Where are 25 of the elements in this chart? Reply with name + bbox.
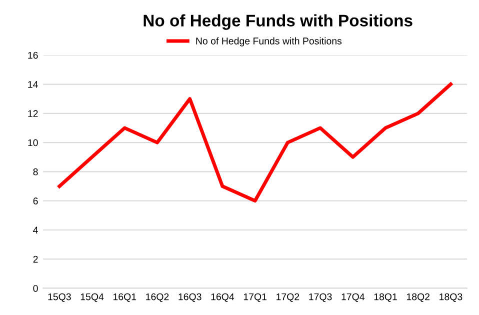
x-tick-label: 16Q3 [178,293,202,302]
x-tick-label: 17Q4 [342,293,364,302]
y-tick-label: 16 [28,52,38,59]
y-tick-label: 6 [33,198,38,204]
x-tick-label: 18Q2 [406,293,430,302]
x-tick-label: 15Q3 [48,293,71,302]
y-tick-label: 4 [33,226,38,234]
line-series [58,82,452,203]
x-tick-label: 18Q3 [440,293,462,302]
chart-title: No of Hedge Funds with Positions [144,14,412,30]
x-tick-label: 17Q3 [309,293,332,302]
x-tick-label: 16Q2 [146,293,169,302]
y-tick-label: 0 [33,284,38,292]
y-tick-label: 14 [28,81,38,88]
x-tick-label: 16Q4 [211,293,234,302]
legend-label: No of Hedge Funds with Positions [196,37,342,46]
x-tick-label: 17Q2 [276,293,300,302]
x-tick-label: 17Q1 [244,293,266,302]
y-tick-label: 10 [28,139,38,146]
x-tick-label: 18Q1 [374,293,397,302]
y-tick-label: 2 [33,256,38,263]
y-tick-label: 12 [28,110,38,117]
x-tick-label: 16Q1 [113,293,136,302]
x-tick-label: 15Q4 [80,293,104,302]
y-tick-label: 8 [33,168,38,176]
